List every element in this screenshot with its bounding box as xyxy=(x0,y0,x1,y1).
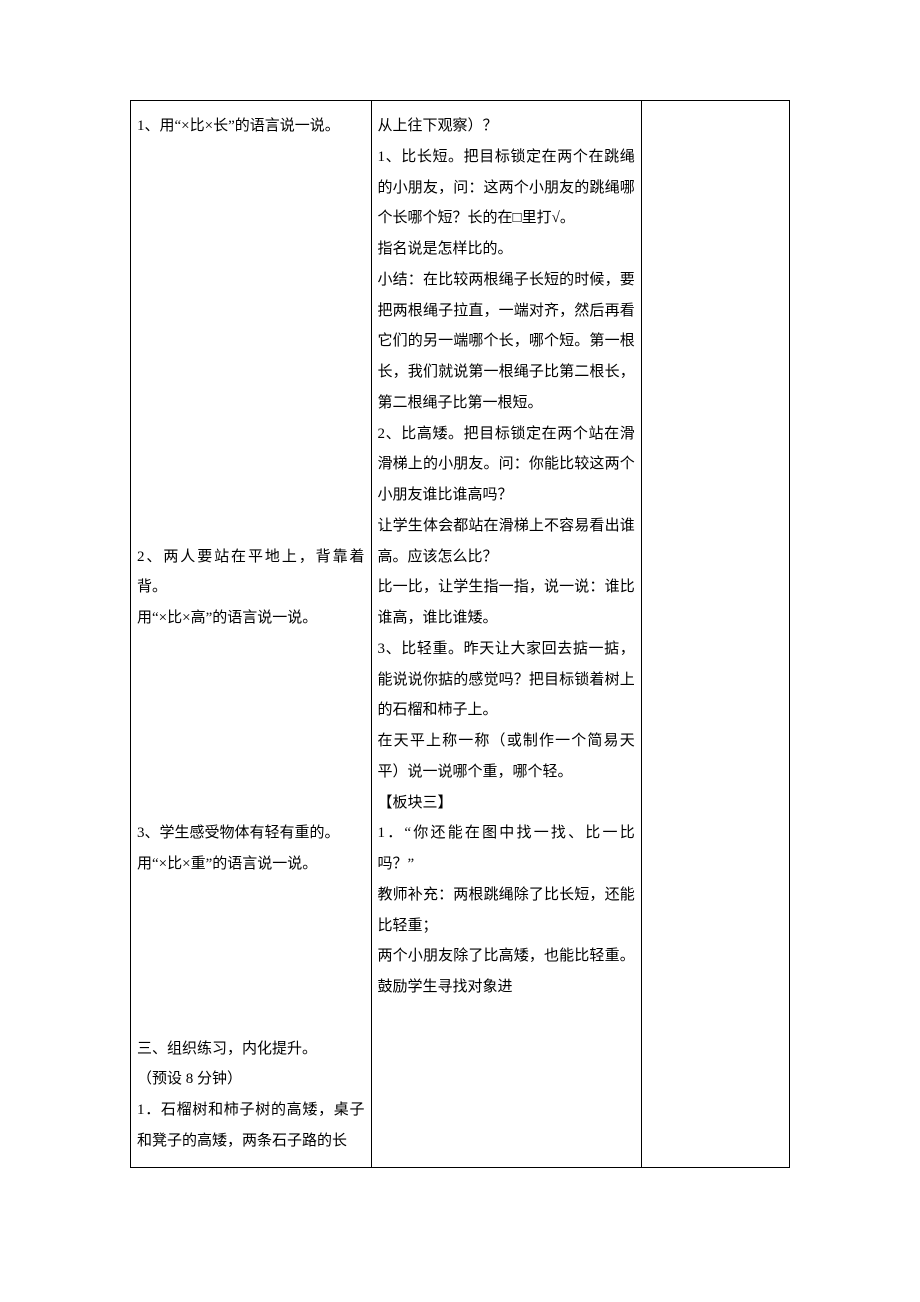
col2-p12: 教师补充：两根跳绳除了比长短，还能比轻重； xyxy=(378,880,635,942)
spacer xyxy=(137,757,365,788)
col2-p2: 1、比长短。把目标锁定在两个在跳绳的小朋友，问：这两个小朋友的跳绳哪个长哪个短？… xyxy=(378,142,635,234)
col1-p7: （预设 8 分钟） xyxy=(137,1064,365,1095)
spacer xyxy=(137,203,365,234)
spacer xyxy=(137,726,365,757)
col1-p6: 三、组织练习，内化提升。 xyxy=(137,1034,365,1065)
spacer xyxy=(137,972,365,1003)
spacer xyxy=(137,911,365,942)
col1-p1: 1、用“×比×长”的语言说一说。 xyxy=(137,111,365,142)
col1-p4: 3、学生感受物体有轻有重的。 xyxy=(137,818,365,849)
spacer xyxy=(137,173,365,204)
spacer xyxy=(137,941,365,972)
col2-p4: 小结：在比较两根绳子长短的时候，要把两根绳子拉直，一端对齐，然后再看它们的另一端… xyxy=(378,265,635,419)
col2-p8: 3、比轻重。昨天让大家回去掂一掂，能说说你掂的感觉吗？把目标锁着树上的石榴和柿子… xyxy=(378,634,635,726)
spacer xyxy=(137,788,365,819)
col2-p11: 1．“你还能在图中找一找、比一比吗？” xyxy=(378,818,635,880)
spacer xyxy=(137,880,365,911)
spacer xyxy=(137,665,365,696)
spacer xyxy=(137,326,365,357)
student-activity-cell: 1、用“×比×长”的语言说一说。 2、两人要站在平地上，背靠着背。 用“×比×高… xyxy=(131,101,372,1168)
col2-p5: 2、比高矮。把目标锁定在两个站在滑滑梯上的小朋友。问：你能比较这两个小朋友谁比谁… xyxy=(378,419,635,511)
notes-cell xyxy=(641,101,789,1168)
lesson-plan-table: 1、用“×比×长”的语言说一说。 2、两人要站在平地上，背靠着背。 用“×比×高… xyxy=(130,100,790,1168)
spacer xyxy=(137,234,365,265)
col1-p2: 2、两人要站在平地上，背靠着背。 xyxy=(137,542,365,604)
spacer xyxy=(137,142,365,173)
col2-p3: 指名说是怎样比的。 xyxy=(378,234,635,265)
col2-p13: 两个小朋友除了比高矮，也能比轻重。鼓励学生寻找对象进 xyxy=(378,941,635,1003)
spacer xyxy=(137,449,365,480)
spacer xyxy=(137,419,365,450)
spacer xyxy=(137,296,365,327)
col2-p7: 比一比，让学生指一指，说一说：谁比谁高，谁比谁矮。 xyxy=(378,572,635,634)
col1-p3: 用“×比×高”的语言说一说。 xyxy=(137,603,365,634)
table-row: 1、用“×比×长”的语言说一说。 2、两人要站在平地上，背靠着背。 用“×比×高… xyxy=(131,101,790,1168)
spacer xyxy=(137,388,365,419)
col2-p6: 让学生体会都站在滑梯上不容易看出谁高。应该怎么比？ xyxy=(378,511,635,573)
col2-p10: 【板块三】 xyxy=(378,788,635,819)
spacer xyxy=(137,634,365,665)
spacer xyxy=(137,480,365,511)
spacer xyxy=(137,357,365,388)
spacer xyxy=(137,695,365,726)
teacher-activity-cell: 从上往下观察）？ 1、比长短。把目标锁定在两个在跳绳的小朋友，问：这两个小朋友的… xyxy=(371,101,641,1168)
col2-p1: 从上往下观察）？ xyxy=(378,111,635,142)
col2-p9: 在天平上称一称（或制作一个简易天平）说一说哪个重，哪个轻。 xyxy=(378,726,635,788)
spacer xyxy=(137,511,365,542)
spacer xyxy=(137,1003,365,1034)
spacer xyxy=(137,265,365,296)
col1-p5: 用“×比×重”的语言说一说。 xyxy=(137,849,365,880)
col1-p8: 1．石榴树和柿子树的高矮，桌子和凳子的高矮，两条石子路的长 xyxy=(137,1095,365,1157)
document-page: 1、用“×比×长”的语言说一说。 2、两人要站在平地上，背靠着背。 用“×比×高… xyxy=(0,0,920,1302)
